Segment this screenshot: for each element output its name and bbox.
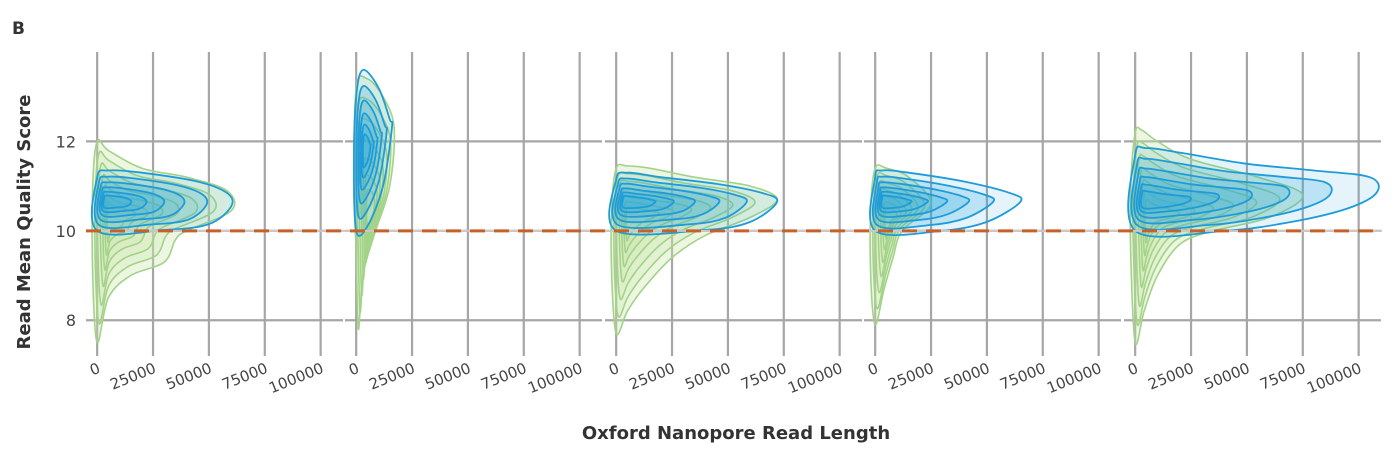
fail-contour-5 [1140,178,1215,272]
x-tick-label: 25000 [108,359,159,394]
pass-contour-4 [876,186,949,218]
x-tick-label: 0 [865,359,881,379]
x-tick-label: 75000 [1257,359,1308,394]
fail-contour-6 [1142,189,1196,257]
x-axis-label: Oxford Nanopore Read Length [582,423,890,444]
x-tick-label: 75000 [478,359,529,394]
fail-contour-1 [869,164,932,326]
pass-contour-3 [874,181,971,224]
pass-contour-2 [1130,156,1333,231]
x-tick-label: 50000 [941,359,992,394]
x-tick-label: 75000 [997,359,1048,394]
x-tick-label: 75000 [738,359,789,394]
x-tick-label: 0 [346,359,362,379]
x-tick-label: 100000 [266,359,326,397]
x-tick-label: 0 [87,359,103,379]
pass-contour-4 [616,187,697,218]
x-tick-label: 100000 [1044,359,1104,397]
pass-contour-1 [90,169,234,236]
y-axis-ticks: 8 10 12 [56,132,76,330]
pass-contour-5 [360,123,375,179]
x-tick-label: 25000 [1146,359,1197,394]
x-tick-label: 100000 [785,359,845,397]
x-tick-label: 0 [606,359,622,379]
y-tick-label: 10 [56,222,76,241]
x-tick-label: 50000 [682,359,733,394]
pass-contour-6 [880,194,913,210]
pass-contour-6 [102,194,133,210]
x-tick-label: 50000 [163,359,214,394]
x-tick-label: 50000 [1201,359,1252,394]
x-tick-label: 50000 [422,359,473,394]
x-tick-label: 25000 [367,359,418,394]
pass-contour-2 [355,85,388,220]
x-tick-label: 0 [1125,359,1141,379]
pass-contour-6 [361,133,372,169]
y-tick-label: 8 [66,311,76,330]
x-tick-label: 75000 [219,359,270,394]
pass-contour-6 [621,195,657,210]
x-tick-label: 100000 [1304,359,1364,397]
fail-contour-2 [1132,139,1281,327]
y-tick-label: 12 [56,132,76,151]
pass-contour-4 [359,112,379,191]
pass-contour-5 [1138,183,1221,214]
x-tick-label: 25000 [886,359,937,394]
pass-contour-6 [1140,189,1192,210]
x-tick-label: 100000 [525,359,585,397]
y-axis-label: Read Mean Quality Score [14,94,35,349]
panel-label: B [12,19,25,39]
fail-contour-1 [610,163,778,336]
x-tick-label: 25000 [627,359,678,394]
